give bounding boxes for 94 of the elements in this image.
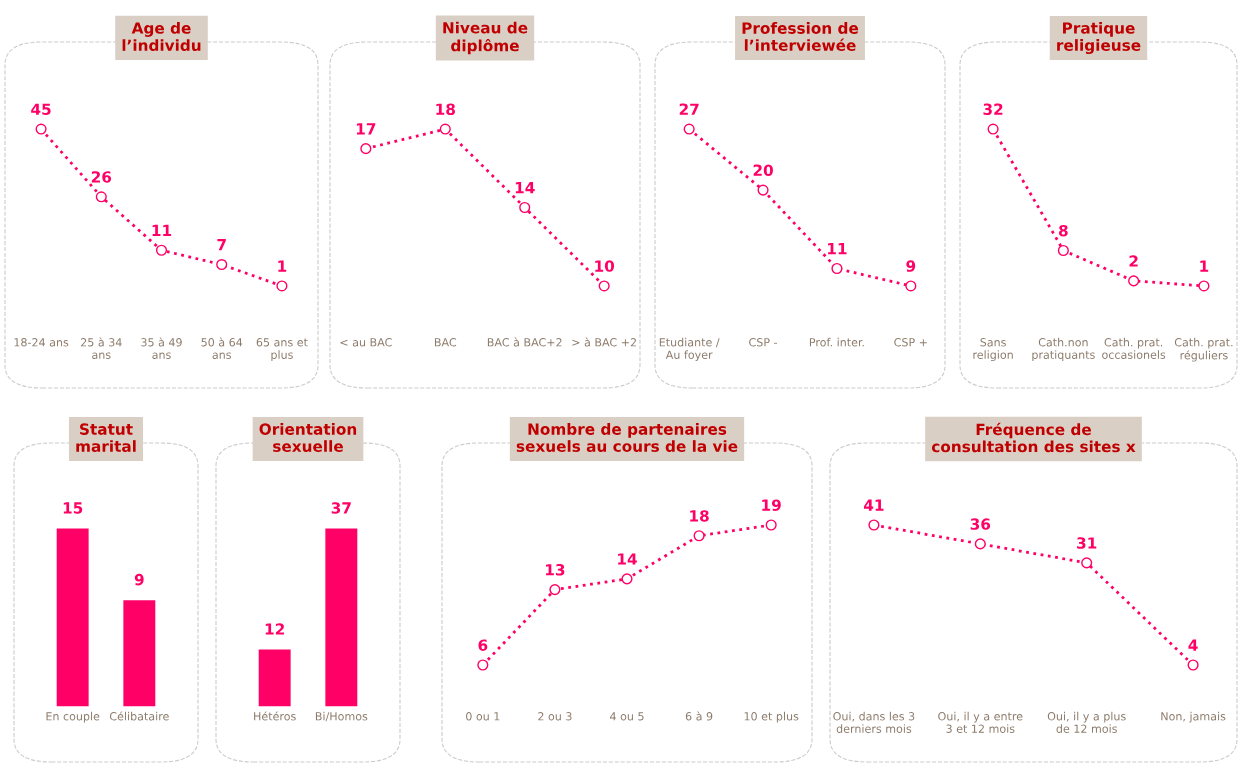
x-tick-label: 50 à 64 ans bbox=[201, 337, 243, 359]
x-tick-label: Etudiante / Au foyer bbox=[659, 337, 720, 362]
data-label: 9 bbox=[906, 260, 916, 272]
point bbox=[693, 530, 705, 542]
data-label: 36 bbox=[970, 518, 991, 530]
data-label: 13 bbox=[546, 563, 565, 576]
data-label: 32 bbox=[983, 103, 1003, 115]
point bbox=[477, 659, 489, 671]
point bbox=[831, 262, 843, 275]
x-tick-label: 0 ou 1 bbox=[466, 712, 500, 721]
x-tick-label: Cath. prat. réguliers bbox=[1174, 337, 1233, 362]
data-label: 10 bbox=[595, 260, 615, 272]
x-tick-label: Cath. prat. occasionels bbox=[1102, 337, 1166, 359]
x-tick-label: Cath.non pratiquants bbox=[1032, 337, 1095, 362]
data-label: 8 bbox=[1058, 224, 1068, 237]
data-label: 17 bbox=[356, 123, 376, 135]
x-tick-label: Bi/Homos bbox=[315, 711, 368, 722]
data-label: 45 bbox=[31, 103, 51, 115]
chart-title: Statut marital bbox=[76, 423, 136, 452]
x-tick-label: 6 à 9 bbox=[685, 711, 713, 721]
x-tick-label: BAC à BAC+2 bbox=[487, 337, 562, 347]
x-tick-label: 65 ans et plus bbox=[256, 338, 308, 362]
chart-title: Orientation sexuelle bbox=[259, 423, 357, 452]
point bbox=[360, 143, 372, 155]
x-tick-label: Célibataire bbox=[109, 711, 169, 721]
data-label: 27 bbox=[679, 103, 699, 115]
data-label: 11 bbox=[828, 243, 847, 255]
x-tick-label: 25 à 34 ans bbox=[81, 337, 122, 359]
point bbox=[683, 123, 695, 135]
data-label: 6 bbox=[478, 639, 488, 651]
point bbox=[598, 280, 610, 292]
point bbox=[905, 280, 917, 292]
chart-title: Age de l’individu bbox=[122, 21, 201, 52]
point bbox=[155, 244, 168, 256]
x-tick-label: CSP + bbox=[894, 338, 927, 347]
data-label: 19 bbox=[762, 499, 781, 511]
x-tick-label: Non, jamais bbox=[1161, 711, 1226, 723]
point bbox=[1081, 557, 1093, 569]
x-tick-label: Oui, dans les 3 derniers mois bbox=[833, 711, 915, 733]
chart-title: Pratique religieuse bbox=[1057, 21, 1141, 55]
data-label: 20 bbox=[753, 164, 773, 176]
x-tick-label: 2 ou 3 bbox=[538, 712, 572, 721]
data-label: 14 bbox=[618, 553, 637, 565]
data-label: 1 bbox=[278, 260, 287, 272]
point bbox=[95, 191, 107, 203]
point bbox=[765, 519, 777, 531]
x-tick-label: Prof. inter. bbox=[809, 337, 864, 347]
data-label: 1 bbox=[1200, 260, 1209, 272]
data-label: 15 bbox=[63, 502, 83, 514]
data-label: 2 bbox=[1129, 255, 1138, 267]
point bbox=[1198, 280, 1210, 292]
point bbox=[1057, 244, 1069, 257]
data-label: 26 bbox=[91, 171, 112, 183]
point bbox=[1128, 275, 1140, 287]
chart-title: Nombre de partenaires sexuels au cours de la vie bbox=[516, 423, 738, 452]
point bbox=[276, 280, 288, 292]
x-tick-label: 18-24 ans bbox=[14, 338, 69, 347]
data-label: 37 bbox=[331, 502, 351, 514]
data-label: 4 bbox=[1188, 639, 1198, 651]
point bbox=[549, 584, 561, 596]
x-tick-label: Sans religion bbox=[973, 338, 1013, 362]
chart-title: Niveau de diplôme bbox=[443, 21, 528, 55]
x-tick-label: 35 à 49 ans bbox=[141, 337, 182, 359]
point bbox=[439, 123, 451, 135]
x-tick-label: 10 et plus bbox=[744, 711, 799, 723]
point bbox=[519, 201, 531, 214]
x-tick-label: BAC bbox=[434, 338, 457, 347]
x-tick-label: En couple bbox=[46, 711, 100, 723]
point bbox=[757, 184, 769, 196]
point bbox=[621, 573, 633, 585]
x-tick-label: 4 ou 5 bbox=[610, 712, 644, 721]
point bbox=[868, 519, 880, 531]
x-tick-label: > à BAC +2 bbox=[572, 337, 636, 347]
data-label: 9 bbox=[134, 573, 144, 586]
point bbox=[216, 258, 228, 271]
x-tick-label: Oui, il y a entre 3 et 12 mois bbox=[938, 711, 1023, 733]
point bbox=[974, 538, 986, 550]
point bbox=[1187, 659, 1199, 671]
data-label: 41 bbox=[863, 499, 884, 511]
data-label: 18 bbox=[690, 510, 709, 522]
data-label: 31 bbox=[1077, 537, 1097, 549]
x-tick-label: Oui, il y a plus de 12 mois bbox=[1047, 711, 1126, 733]
data-label: 11 bbox=[152, 224, 172, 236]
chart-title: Profession de l’interviewée bbox=[742, 22, 859, 51]
data-label: 7 bbox=[217, 239, 226, 251]
x-tick-label: CSP - bbox=[749, 338, 778, 347]
x-tick-label: Hétéros bbox=[254, 711, 296, 721]
data-label: 18 bbox=[436, 103, 455, 115]
point bbox=[35, 123, 47, 135]
point bbox=[987, 123, 999, 135]
x-tick-label: < au BAC bbox=[340, 338, 392, 347]
chart-title: Fréquence de consultation des sites x bbox=[931, 422, 1136, 453]
data-label: 14 bbox=[515, 182, 535, 194]
data-label: 12 bbox=[265, 623, 284, 635]
